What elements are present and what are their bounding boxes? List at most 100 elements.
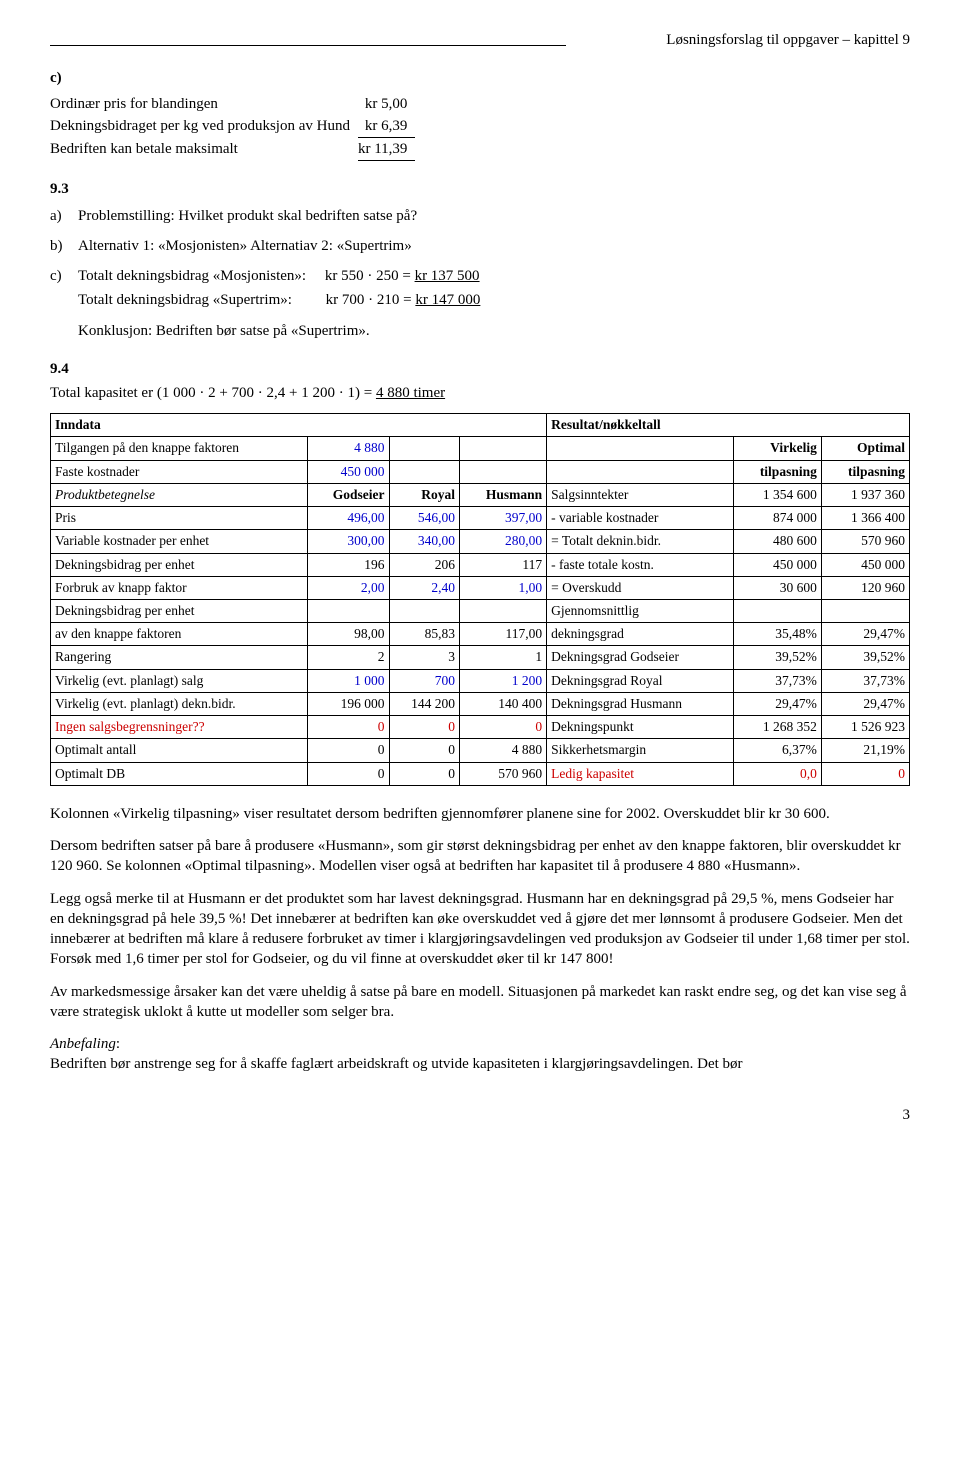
r-salgs-o: 1 937 360 — [821, 483, 909, 506]
table-row-right-label: Gjennomsnittlig — [547, 600, 734, 623]
col-husmann: Husmann — [460, 483, 547, 506]
table-row-r: 2,40 — [389, 576, 460, 599]
93-c-row2-label: Totalt dekningsbidrag «Supertrim»: — [78, 292, 292, 308]
table-row-right-v: 37,73% — [733, 669, 821, 692]
93-c-row2-val: kr 147 000 — [415, 292, 480, 308]
para-1: Kolonnen «Virkelig tilpasning» viser res… — [50, 804, 910, 824]
anbefaling-label: Anbefaling — [50, 1036, 116, 1052]
table-row-right-v: 6,37% — [733, 739, 821, 762]
table-row-right-v: 450 000 — [733, 553, 821, 576]
table-row-r: 700 — [389, 669, 460, 692]
table-row-right-label: Sikkerhetsmargin — [547, 739, 734, 762]
table-row-r: 0 — [389, 739, 460, 762]
table-row-label: Virkelig (evt. planlagt) dekn.bidr. — [51, 692, 308, 715]
table-row-g: 2,00 — [308, 576, 389, 599]
table-row-g: 300,00 — [308, 530, 389, 553]
col-godseier: Godseier — [308, 483, 389, 506]
93-c-row1-val: kr 137 500 — [415, 268, 480, 284]
tilgangen-val: 4 880 — [308, 437, 389, 460]
table-row-right-label: Dekningsgrad Husmann — [547, 692, 734, 715]
table-row-h: 4 880 — [460, 739, 547, 762]
table-row-h — [460, 600, 547, 623]
table-row-label: Optimalt antall — [51, 739, 308, 762]
para-4: Av markedsmessige årsaker kan det være u… — [50, 982, 910, 1023]
table-row-right-label: Dekningsgrad Godseier — [547, 646, 734, 669]
93-c-row1-label: Totalt dekningsbidrag «Mosjonisten»: — [78, 268, 306, 284]
table-row-g: 0 — [308, 739, 389, 762]
c-row3-val: kr 11,39 — [358, 138, 415, 161]
table-row-h: 117,00 — [460, 623, 547, 646]
header-rule — [50, 45, 566, 46]
table-row-h: 1,00 — [460, 576, 547, 599]
94-intro-prefix: Total kapasitet er (1 000 · 2 + 700 · 2,… — [50, 385, 376, 401]
produktbetegnelse: Produktbetegnelse — [51, 483, 308, 506]
93-c-row1-calc: kr 550 · 250 = — [325, 268, 415, 284]
table-row-right-o — [821, 600, 909, 623]
optimal-hdr: Optimal — [821, 437, 909, 460]
anbefaling: Anbefaling: Bedriften bør anstrenge seg … — [50, 1034, 910, 1075]
table-row-right-o: 1 366 400 — [821, 507, 909, 530]
table-row-label: Virkelig (evt. planlagt) salg — [51, 669, 308, 692]
table-row-h: 140 400 — [460, 692, 547, 715]
94-intro-val: 4 880 timer — [376, 385, 445, 401]
table-row-r: 3 — [389, 646, 460, 669]
section-c-letter: c) — [50, 68, 910, 88]
table-row-h: 1 200 — [460, 669, 547, 692]
table-row-label: Dekningsbidrag per enhet — [51, 553, 308, 576]
c-row2-val: kr 6,39 — [358, 115, 415, 138]
para-5: Bedriften bør anstrenge seg for å skaffe… — [50, 1056, 743, 1072]
table-row-g: 196 000 — [308, 692, 389, 715]
table-row-right-v: 29,47% — [733, 692, 821, 715]
table-row-right-o: 1 526 923 — [821, 716, 909, 739]
col-royal: Royal — [389, 483, 460, 506]
table-row-r: 340,00 — [389, 530, 460, 553]
page-header: Løsningsforslag til oppgaver – kapittel … — [50, 30, 910, 50]
table-row-right-label: = Totalt deknin.bidr. — [547, 530, 734, 553]
table-row-g: 98,00 — [308, 623, 389, 646]
table-row-h: 397,00 — [460, 507, 547, 530]
tilpasning-hdr-1: tilpasning — [733, 460, 821, 483]
table-row-right-v: 35,48% — [733, 623, 821, 646]
para-3: Legg også merke til at Husmann er det pr… — [50, 889, 910, 970]
93-c-prefix: c) — [50, 266, 78, 341]
table-row-r: 546,00 — [389, 507, 460, 530]
93-a-prefix: a) — [50, 206, 78, 226]
table-row-right-label: - faste totale kostn. — [547, 553, 734, 576]
table-row-right-v: 480 600 — [733, 530, 821, 553]
table-row-h: 570 960 — [460, 762, 547, 785]
table-row-label: Variable kostnader per enhet — [51, 530, 308, 553]
c-row3-label: Bedriften kan betale maksimalt — [50, 138, 358, 161]
93-c-conclusion: Konklusjon: Bedriften bør satse på «Supe… — [78, 321, 480, 341]
table-row-g: 0 — [308, 762, 389, 785]
table-row-label: av den knappe faktoren — [51, 623, 308, 646]
virkelig-hdr: Virkelig — [733, 437, 821, 460]
table-row-right-v: 874 000 — [733, 507, 821, 530]
table-row-r: 144 200 — [389, 692, 460, 715]
table-row-right-label: dekningsgrad — [547, 623, 734, 646]
table-row-r: 0 — [389, 716, 460, 739]
section-c-table: Ordinær pris for blandingen kr 5,00 Dekn… — [50, 93, 415, 162]
r-salgs-label: Salgsinntekter — [547, 483, 734, 506]
section-93-heading: 9.3 — [50, 179, 910, 199]
table-row-g: 496,00 — [308, 507, 389, 530]
table-row-h: 0 — [460, 716, 547, 739]
table-row-right-label: = Overskudd — [547, 576, 734, 599]
table-row-label: Optimalt DB — [51, 762, 308, 785]
c-row2-label: Dekningsbidraget per kg ved produksjon a… — [50, 115, 358, 138]
93-b-text: Alternativ 1: «Mosjonisten» Alternatiav … — [78, 236, 412, 256]
faste-label: Faste kostnader — [51, 460, 308, 483]
94-intro: Total kapasitet er (1 000 · 2 + 700 · 2,… — [50, 383, 910, 403]
table-row-right-o: 570 960 — [821, 530, 909, 553]
table-row-right-label: Dekningsgrad Royal — [547, 669, 734, 692]
table-row-right-v — [733, 600, 821, 623]
resultat-header: Resultat/nøkkeltall — [547, 414, 910, 437]
table-row-h: 117 — [460, 553, 547, 576]
table-row-g: 2 — [308, 646, 389, 669]
table-row-label: Pris — [51, 507, 308, 530]
table-row-r — [389, 600, 460, 623]
page-number: 3 — [50, 1105, 910, 1125]
table-row-right-o: 29,47% — [821, 623, 909, 646]
table-row-right-o: 450 000 — [821, 553, 909, 576]
table-row-h: 280,00 — [460, 530, 547, 553]
table-row-label: Ingen salgsbegrensninger?? — [51, 716, 308, 739]
